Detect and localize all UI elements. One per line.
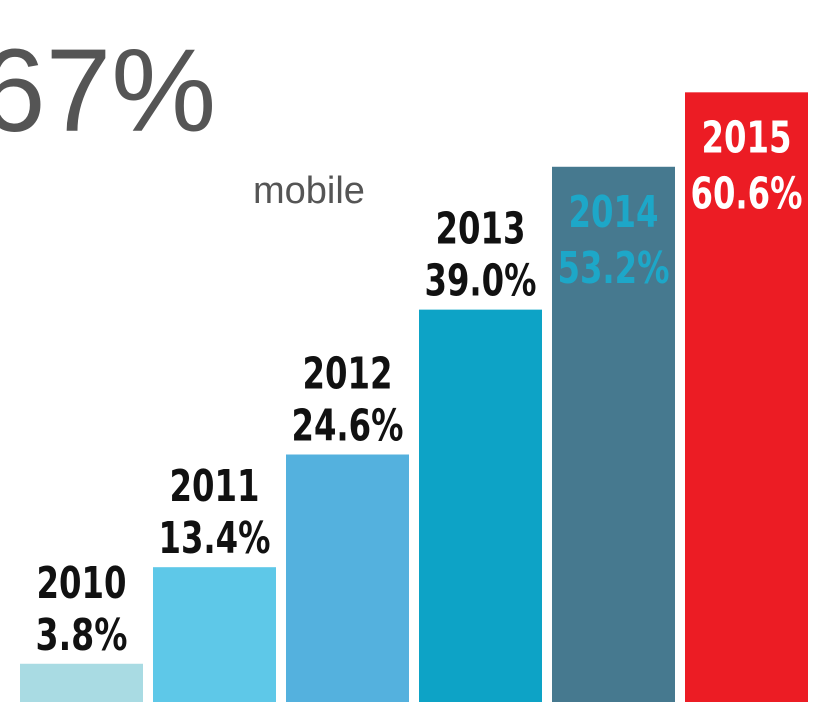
category-label-2013: 2013	[436, 204, 526, 255]
value-label-2010: 3.8%	[36, 610, 128, 661]
bar-2012	[286, 454, 409, 702]
category-label-2011: 2011	[170, 461, 260, 512]
bar-2014	[552, 166, 675, 702]
bar-2010	[20, 663, 143, 702]
bar-2013	[419, 309, 542, 702]
bar-2015	[685, 92, 808, 702]
value-label-2011: 13.4%	[159, 513, 271, 564]
category-label-2012: 2012	[303, 349, 393, 400]
value-label-2014: 53.2%	[558, 243, 670, 294]
value-label-2015: 60.6%	[691, 168, 803, 219]
subhead-label: mobile	[253, 170, 365, 212]
value-label-2012: 24.6%	[292, 401, 404, 452]
category-label-2015: 2015	[702, 112, 792, 163]
value-label-2013: 39.0%	[425, 256, 537, 307]
category-label-2014: 2014	[569, 187, 659, 238]
headline-percentage: 67%	[0, 25, 217, 157]
bar-2011	[153, 567, 276, 702]
category-label-2010: 2010	[37, 558, 127, 609]
